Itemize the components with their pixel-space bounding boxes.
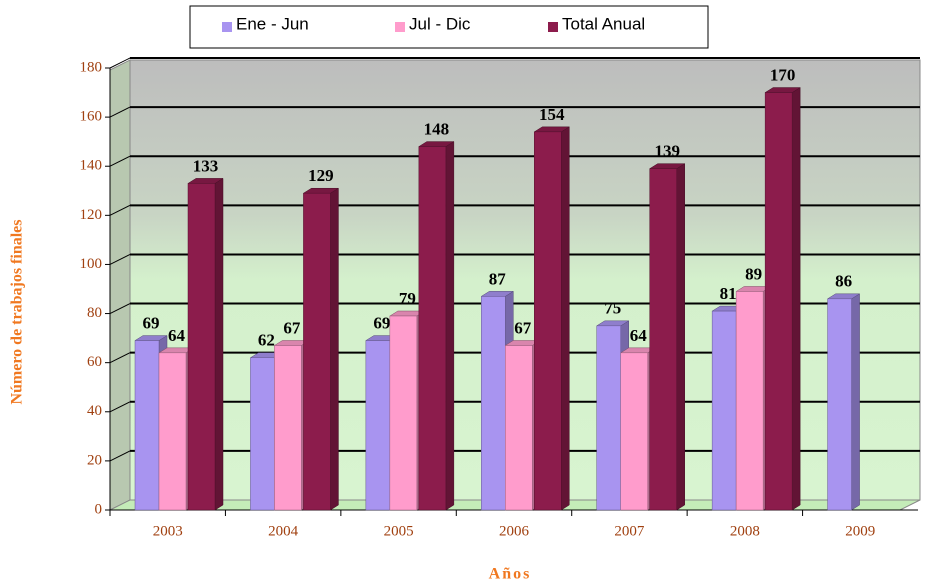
grid-line bbox=[109, 352, 131, 364]
bar-face bbox=[534, 131, 562, 511]
bar bbox=[187, 177, 224, 511]
x-tick-label: 2007 bbox=[614, 523, 645, 539]
value-label: 86 bbox=[835, 272, 852, 291]
legend-swatch bbox=[395, 22, 405, 32]
bar bbox=[764, 87, 802, 511]
y-tick-label: 180 bbox=[80, 59, 103, 75]
bar-face bbox=[791, 87, 801, 511]
bar-face bbox=[481, 296, 506, 511]
bar bbox=[417, 141, 455, 511]
value-label: 64 bbox=[168, 326, 186, 345]
bar bbox=[302, 187, 340, 511]
bar-face bbox=[827, 298, 852, 511]
y-axis-label: Número de trabajos finales bbox=[9, 219, 26, 404]
grid-line bbox=[109, 155, 131, 167]
bar-face bbox=[134, 340, 160, 511]
y-tick-label: 160 bbox=[80, 109, 103, 125]
value-label: 81 bbox=[720, 284, 737, 303]
value-label: 79 bbox=[399, 289, 416, 308]
bar-face bbox=[445, 141, 455, 511]
legend bbox=[189, 5, 709, 49]
value-label: 139 bbox=[654, 142, 680, 161]
value-label: 64 bbox=[630, 326, 648, 345]
value-label: 154 bbox=[539, 105, 565, 124]
legend-label: Total Anual bbox=[562, 14, 645, 33]
bar-face bbox=[851, 293, 860, 511]
bar-face bbox=[158, 352, 187, 511]
bar-face bbox=[561, 126, 570, 511]
y-tick-label: 100 bbox=[80, 256, 103, 272]
side-wall bbox=[109, 59, 131, 511]
value-label: 69 bbox=[373, 313, 390, 332]
x-tick-label: 2008 bbox=[730, 523, 760, 539]
bar bbox=[826, 293, 861, 511]
value-label: 75 bbox=[604, 299, 621, 318]
y-tick-label: 20 bbox=[87, 452, 102, 468]
grid-line bbox=[109, 57, 131, 69]
x-tick-label: 2009 bbox=[845, 523, 875, 539]
value-label: 129 bbox=[308, 166, 334, 185]
bar-face bbox=[596, 325, 621, 511]
bar-face bbox=[274, 345, 302, 511]
bar-face bbox=[365, 340, 391, 511]
bar-face bbox=[620, 352, 648, 511]
value-label: 62 bbox=[258, 331, 275, 350]
x-tick-label: 2006 bbox=[499, 523, 530, 539]
bar bbox=[533, 126, 571, 511]
grid-line bbox=[109, 253, 131, 265]
value-label: 67 bbox=[283, 318, 301, 337]
value-label: 67 bbox=[514, 318, 532, 337]
x-tick-label: 2004 bbox=[268, 523, 299, 539]
y-tick-label: 40 bbox=[87, 403, 102, 419]
bar-face bbox=[418, 146, 447, 511]
y-tick-label: 140 bbox=[80, 158, 103, 174]
bar-face bbox=[303, 192, 331, 511]
bar-face bbox=[676, 163, 685, 511]
y-tick-label: 60 bbox=[87, 354, 102, 370]
legend-label: Ene - Jun bbox=[236, 14, 309, 33]
grid-line bbox=[109, 303, 131, 315]
value-label: 89 bbox=[745, 264, 762, 283]
legend-label: Jul - Dic bbox=[409, 14, 471, 33]
bar-face bbox=[505, 345, 533, 511]
value-label: 133 bbox=[193, 156, 219, 175]
bar bbox=[648, 163, 686, 511]
bar-face bbox=[389, 315, 418, 511]
bar-face bbox=[250, 357, 275, 511]
value-label: 148 bbox=[424, 119, 450, 138]
grid-line bbox=[109, 401, 131, 413]
y-tick-label: 80 bbox=[87, 305, 102, 321]
x-tick-label: 2003 bbox=[153, 523, 183, 539]
x-axis-label: Años bbox=[489, 566, 532, 583]
legend-swatch bbox=[222, 22, 232, 32]
bar-face bbox=[649, 168, 677, 511]
bar-face bbox=[330, 187, 339, 511]
x-tick-label: 2005 bbox=[384, 523, 414, 539]
legend-swatch bbox=[548, 22, 558, 32]
grid-line bbox=[109, 106, 131, 118]
bar-face bbox=[711, 310, 737, 511]
bar-face bbox=[735, 291, 764, 511]
grid-line bbox=[109, 204, 131, 216]
grid-line bbox=[109, 450, 131, 462]
y-tick-label: 0 bbox=[95, 501, 103, 517]
value-label: 69 bbox=[143, 313, 160, 332]
bar-face bbox=[764, 92, 793, 511]
value-label: 87 bbox=[489, 269, 507, 288]
bar-face bbox=[214, 177, 224, 511]
y-tick-label: 120 bbox=[80, 207, 103, 223]
bar-face bbox=[187, 183, 216, 511]
value-label: 170 bbox=[770, 65, 796, 84]
